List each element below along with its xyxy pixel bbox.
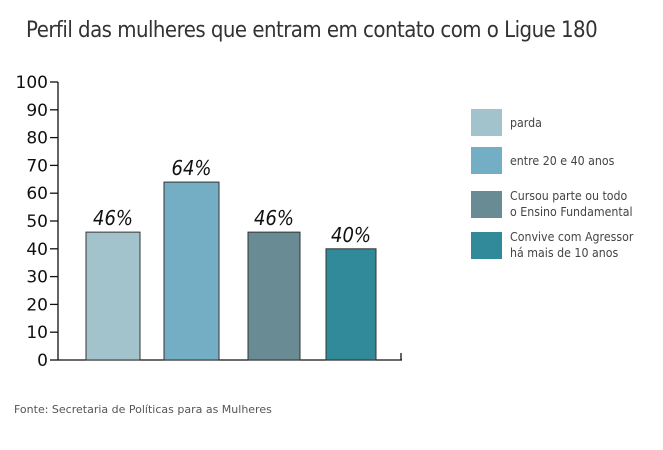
legend-label: Cursou parte ou todo o Ensino Fundamenta… [510, 189, 633, 219]
legend-swatch [471, 231, 502, 259]
legend-item: parda [471, 109, 545, 136]
y-tick-label: 20 [26, 295, 48, 315]
y-tick-label: 40 [26, 240, 48, 260]
legend-label: Convive com Agressor há mais de 10 anos [510, 230, 634, 260]
data-label: 46% [93, 206, 133, 230]
bar [247, 231, 301, 361]
y-tick-label: 10 [26, 323, 48, 343]
legend-swatch [471, 190, 502, 218]
legend-item: Convive com Agressor há mais de 10 anos [471, 229, 644, 261]
bar [325, 248, 377, 361]
y-tick-label: 30 [26, 268, 48, 288]
y-tick-label: 90 [26, 101, 48, 121]
y-tick-label: 80 [26, 129, 48, 149]
y-tick-label: 60 [26, 184, 48, 204]
legend-swatch [471, 109, 502, 136]
legend-label: entre 20 e 40 anos [510, 153, 615, 168]
data-label: 64% [172, 156, 212, 180]
bar [85, 231, 141, 361]
legend-item: entre 20 e 40 anos [471, 147, 623, 174]
legend-label: parda [510, 115, 542, 130]
chart-title: Perfil das mulheres que entram em contat… [26, 18, 598, 43]
y-tick-label: 0 [37, 351, 48, 371]
data-label: 46% [254, 206, 294, 230]
data-label: 40% [331, 223, 371, 247]
y-tick-label: 70 [26, 156, 48, 176]
y-tick-label: 50 [26, 212, 48, 232]
legend-item: Cursou parte ou todo o Ensino Fundamenta… [471, 188, 643, 220]
legend-swatch [471, 147, 502, 174]
y-tick-label: 100 [16, 73, 48, 93]
bar [163, 181, 220, 361]
source-note: Fonte: Secretaria de Políticas para as M… [14, 403, 272, 416]
